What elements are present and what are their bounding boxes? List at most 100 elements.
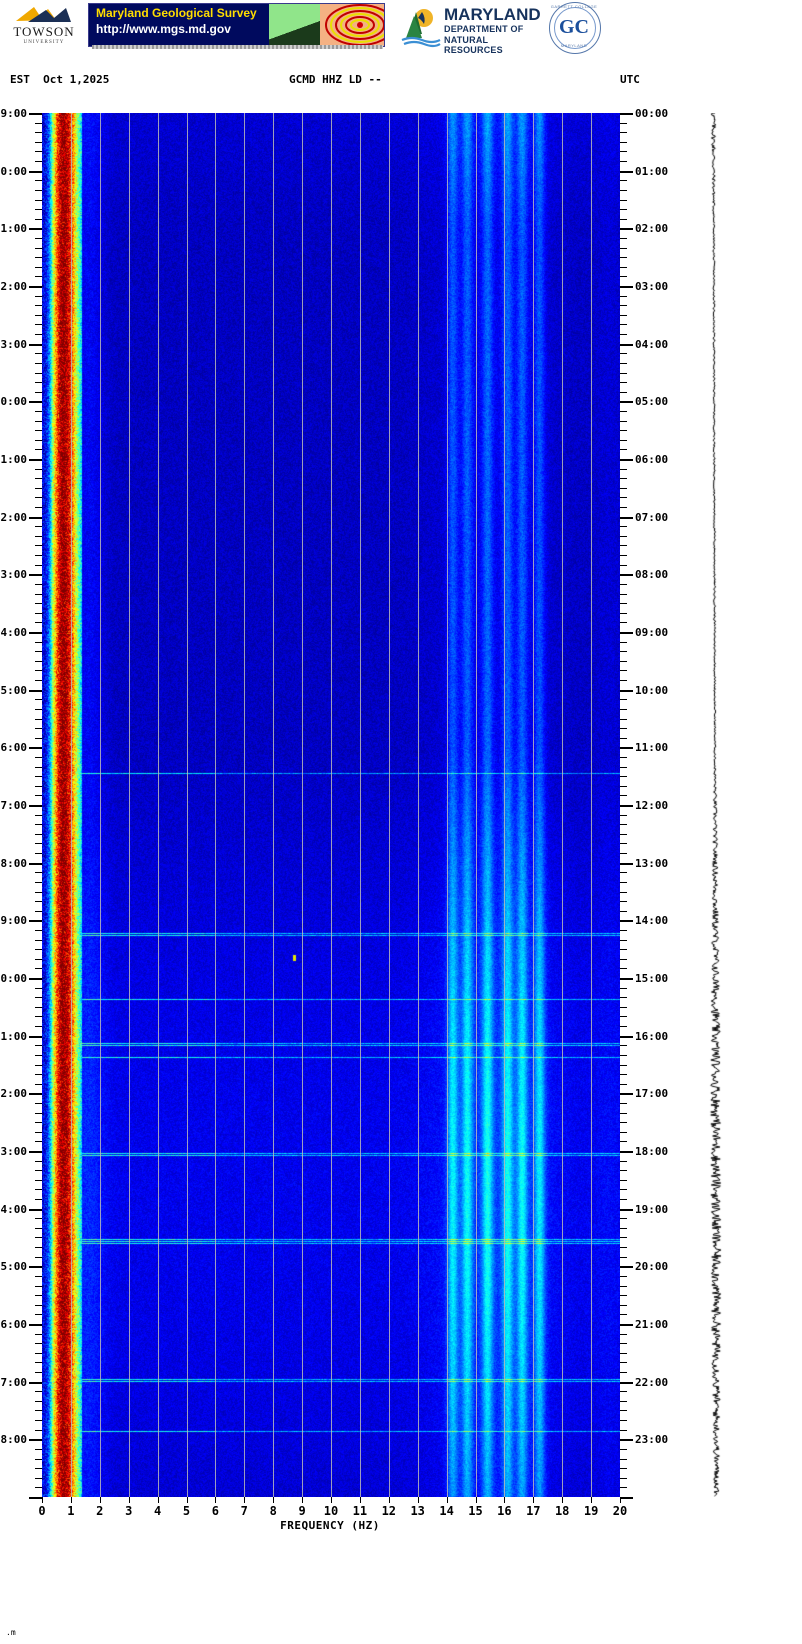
mgs-url[interactable]: http://www.mgs.md.gov [96,22,231,36]
time-tick-minor-left [35,180,42,181]
time-tick-minor-right [620,699,627,700]
frequency-label: 20 [612,1504,628,1518]
frequency-label: 8 [269,1504,277,1518]
time-label-utc: 17:00 [635,1087,669,1100]
frequency-gridline [389,113,390,1497]
frequency-label: 1 [67,1504,75,1518]
time-tick-minor-left [35,901,42,902]
amplitude-trace-panel [686,113,744,1497]
time-tick-minor-right [620,507,627,508]
dnr-line-2: DEPARTMENT OF [444,24,524,34]
time-tick-minor-right [620,622,627,623]
frequency-tick [446,1497,448,1503]
time-tick-minor-right [620,305,627,306]
time-tick-minor-left [35,968,42,969]
time-tick-minor-left [35,834,42,835]
time-tick-minor-right [620,392,627,393]
time-tick-minor-left [35,767,42,768]
time-tick-minor-right [620,497,627,498]
time-tick-minor-right [620,1430,627,1431]
time-tick-minor-left [35,728,42,729]
time-label-est: 19:00 [0,107,27,120]
time-tick-minor-right [620,1113,627,1114]
frequency-gridline [533,113,534,1497]
frequency-tick [475,1497,477,1503]
time-tick-minor-left [35,392,42,393]
frequency-label: 19 [583,1504,599,1518]
time-tick-minor-right [620,594,627,595]
time-tick-minor-right [620,257,627,258]
time-tick-major-right [620,863,633,865]
frequency-tick [388,1497,390,1503]
time-tick-minor-left [35,123,42,124]
time-tick-minor-right [620,1343,627,1344]
time-tick-minor-left [35,1410,42,1411]
time-tick-minor-left [35,1113,42,1114]
time-tick-minor-left [35,276,42,277]
time-label-est: 16:00 [0,1318,27,1331]
frequency-tick [215,1497,217,1503]
frequency-label: 18 [554,1504,570,1518]
time-tick-minor-right [620,959,627,960]
time-axis-utc: 00:00 01:00 02:00 03:00 04:00 05:00 06:00 07:00… [620,107,710,1499]
frequency-label: 2 [96,1504,104,1518]
time-tick-major-left [29,978,42,980]
time-tick-minor-right [620,949,627,950]
corner-artifact: .m [6,1628,16,1637]
time-tick-minor-right [620,324,627,325]
time-tick-minor-right [620,353,627,354]
time-tick-major-left [29,228,42,230]
time-tick-minor-right [620,661,627,662]
time-tick-major-left [29,632,42,634]
time-tick-minor-right [620,997,627,998]
time-tick-minor-left [35,1449,42,1450]
time-label-est: 07:00 [0,799,27,812]
frequency-axis: 0 1 2 3 4 5 6 7 8 9 10 11 12 13 14 15 16 17 18 19 20 [0,1497,802,1543]
frequency-tick [359,1497,361,1503]
time-tick-minor-right [620,1487,627,1488]
time-tick-minor-right [620,911,627,912]
frequency-gridline [476,113,477,1497]
time-tick-minor-left [35,584,42,585]
time-tick-minor-right [620,248,627,249]
time-label-utc: 15:00 [635,972,669,985]
time-tick-minor-right [620,1459,627,1460]
time-tick-minor-right [620,1401,627,1402]
time-tick-minor-left [35,132,42,133]
time-tick-minor-right [620,901,627,902]
time-tick-minor-left [35,843,42,844]
time-tick-minor-left [35,997,42,998]
time-tick-minor-right [620,200,627,201]
time-tick-minor-left [35,1468,42,1469]
time-tick-major-left [29,805,42,807]
time-label-utc: 01:00 [635,165,669,178]
time-label-utc: 08:00 [635,568,669,581]
time-tick-minor-left [35,161,42,162]
time-tick-minor-left [35,815,42,816]
time-tick-minor-right [620,767,627,768]
time-tick-minor-right [620,440,627,441]
spectrogram-plot[interactable] [42,113,620,1497]
time-tick-major-left [29,1209,42,1211]
time-tick-minor-left [35,594,42,595]
time-tick-minor-right [620,642,627,643]
time-tick-major-right [620,1209,633,1211]
frequency-label: 0 [38,1504,46,1518]
time-tick-minor-right [620,1074,627,1075]
time-tick-minor-right [620,882,627,883]
time-tick-minor-left [35,719,42,720]
time-tick-minor-right [620,1141,627,1142]
time-tick-minor-left [35,1026,42,1027]
frequency-gridline [331,113,332,1497]
time-tick-minor-left [35,699,42,700]
time-tick-minor-left [35,1180,42,1181]
time-tick-minor-right [620,853,627,854]
time-tick-minor-left [35,1199,42,1200]
time-tick-minor-right [620,1170,627,1171]
time-tick-minor-left [35,421,42,422]
time-tick-minor-left [35,959,42,960]
time-tick-minor-right [620,1084,627,1085]
time-label-est: 22:00 [0,280,27,293]
time-tick-minor-right [620,536,627,537]
time-tick-minor-right [620,363,627,364]
